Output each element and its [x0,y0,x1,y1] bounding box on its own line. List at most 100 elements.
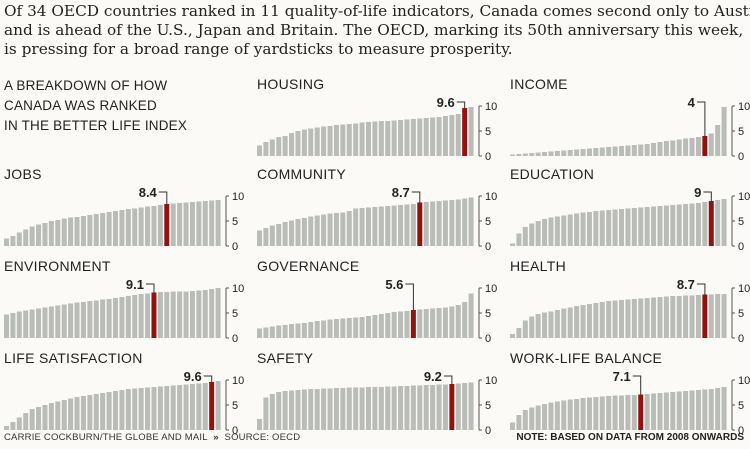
country-bar [372,207,378,246]
country-bar [10,313,16,338]
credit-line: CARRIE COCKBURN/THE GLOBE AND MAIL » SOU… [4,432,300,443]
headline-line: is pressing for a broad range of yardsti… [4,40,513,58]
chart-panel-community: COMMUNITY 0 5 10 8.7 [257,166,502,254]
country-bar [535,221,541,246]
country-bar [36,224,42,246]
country-bar [599,396,605,430]
country-bar [372,315,378,338]
country-bar [23,229,29,246]
bar-chart: 0 5 10 9.6 [4,369,244,437]
country-bar [314,321,320,338]
y-tick-label: 5 [232,400,238,412]
country-bar [651,143,657,156]
country-bar [10,422,16,430]
country-bar [93,394,99,430]
country-bar [586,397,592,430]
country-bar [631,208,637,246]
country-bar [695,137,701,156]
country-bar [510,154,515,156]
country-bar [289,324,295,338]
country-bar [683,204,689,246]
country-bar [535,152,541,156]
country-bar [593,148,599,156]
country-bar [42,223,48,246]
country-bar [93,300,99,338]
country-bar [455,383,461,430]
country-bar [510,243,515,246]
country-bar [333,213,339,246]
country-bar [561,150,567,156]
country-bar [209,289,215,338]
country-bar [638,207,644,246]
country-bar [430,117,436,156]
country-bar [721,107,727,156]
country-bar [391,312,397,338]
country-bar [113,298,118,338]
country-bar [612,209,618,246]
country-bar [385,386,391,430]
country-bar [586,148,592,156]
country-bar [398,205,404,246]
country-bar [695,203,701,246]
country-bar [554,310,560,338]
callout-line [405,283,414,310]
chart-panel-governance: GOVERNANCE 0 5 10 5.6 [257,258,502,346]
country-bar [385,313,391,338]
country-bar [263,397,269,430]
country-bar [132,295,138,338]
country-bar [145,387,151,430]
country-bar [282,222,288,246]
y-tick-label: 5 [738,400,744,412]
country-bar [327,388,333,430]
source-text: SOURCE: OECD [224,432,301,443]
country-bar [670,296,676,338]
country-bar [522,320,528,338]
country-bar [619,300,624,338]
country-bar [100,393,106,430]
country-bar [295,390,301,430]
country-bar [93,214,99,246]
country-bar [561,308,567,338]
country-bar [702,389,708,430]
country-bar [516,154,522,156]
canada-value-label: 8.7 [677,277,695,292]
country-bar [663,392,669,430]
country-bar [215,381,221,430]
country-bar [353,123,359,156]
canada-bar [164,204,170,246]
country-bar [366,207,371,246]
country-bar [269,326,275,338]
country-bar [417,309,423,338]
country-bar [308,322,314,338]
canada-value-label: 8.4 [139,185,158,200]
country-bar [663,141,669,156]
country-bar [522,153,528,156]
country-bar [189,384,195,430]
country-bar [308,216,314,246]
country-bar [702,202,708,246]
country-bar [606,396,612,430]
callout-line [411,191,421,203]
country-bar [74,397,80,430]
country-bar [327,213,333,246]
country-bar [606,147,612,156]
bar-chart: 0 5 10 8.4 [4,185,244,253]
country-bar [295,219,301,246]
country-bar [29,309,35,338]
country-bar [378,206,384,246]
country-bar [410,204,416,246]
country-bar [170,291,176,338]
y-tick-label: 5 [738,126,744,138]
country-bar [651,393,657,430]
country-bar [80,216,86,246]
canada-value-label: 9.2 [424,369,442,384]
country-bar [68,303,74,338]
country-bar [125,389,131,430]
country-bar [599,302,605,338]
country-bar [580,212,586,246]
country-bar [391,120,397,156]
country-bar [586,304,592,338]
country-bar [321,126,327,156]
country-bar [417,118,423,156]
country-bar [404,119,410,156]
